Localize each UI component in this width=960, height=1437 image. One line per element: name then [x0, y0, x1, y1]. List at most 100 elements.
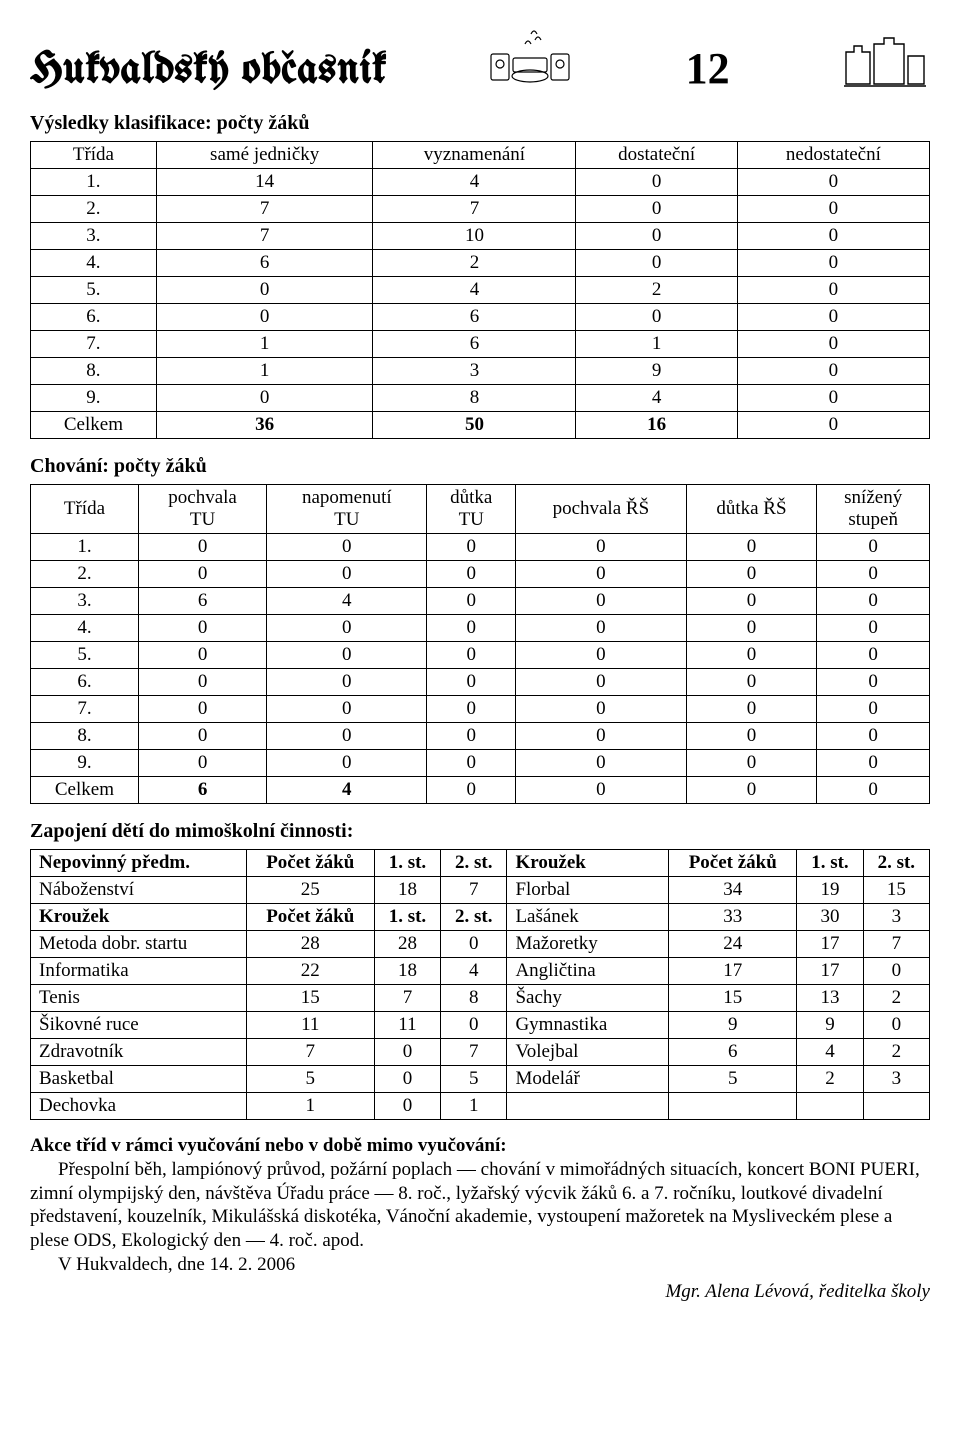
table-cell: 0 [737, 223, 929, 250]
table-cell: 0 [427, 750, 516, 777]
table-cell: 0 [156, 385, 373, 412]
table-cell: Počet žáků [246, 850, 374, 877]
table-cell: 15 [669, 985, 797, 1012]
table-cell: 7 [441, 1039, 507, 1066]
table-cell: 17 [669, 958, 797, 985]
table-cell: Nepovinný předm. [31, 850, 247, 877]
table-cell: 9 [797, 1012, 863, 1039]
table-cell: 30 [797, 904, 863, 931]
table-cell: 15 [863, 877, 929, 904]
table-cell: 7 [373, 196, 576, 223]
section2-title: Chování: počty žáků [30, 455, 930, 478]
table-cell: 0 [686, 588, 817, 615]
table-cell: 0 [737, 277, 929, 304]
paragraph-heading: Akce tříd v rámci vyučování nebo v době … [30, 1135, 507, 1156]
table-cell: 17 [797, 931, 863, 958]
table-cell: 1. [31, 169, 157, 196]
table-cell: 1 [156, 358, 373, 385]
table-cell: 0 [267, 642, 427, 669]
table-cell: 2 [797, 1066, 863, 1093]
table-cell: 0 [427, 561, 516, 588]
table-cell: 0 [686, 669, 817, 696]
col-header: samé jedničky [156, 142, 373, 169]
table-cell: 9. [31, 385, 157, 412]
table-cell: 3 [863, 1066, 929, 1093]
table-cell: 0 [516, 588, 686, 615]
table-cell: 0 [156, 304, 373, 331]
table-cell: 3. [31, 223, 157, 250]
col-header: napomenutíTU [267, 485, 427, 534]
table-cell: 0 [267, 696, 427, 723]
table-cell [863, 1093, 929, 1120]
table-cell: Šachy [507, 985, 669, 1012]
table-cell: 0 [267, 561, 427, 588]
table-cell: 7 [156, 223, 373, 250]
table-cell: 18 [374, 877, 440, 904]
table-cell: 0 [516, 723, 686, 750]
total-cell: 0 [427, 777, 516, 804]
total-cell: 16 [576, 412, 737, 439]
table-cell: 0 [576, 223, 737, 250]
table-cell: 0 [686, 723, 817, 750]
table-cell: 3. [31, 588, 139, 615]
table-cell: Mažoretky [507, 931, 669, 958]
total-cell: 0 [686, 777, 817, 804]
closing-paragraph: Akce tříd v rámci vyučování nebo v době … [30, 1134, 930, 1277]
table-cell: Modelář [507, 1066, 669, 1093]
table-cell: 6 [138, 588, 266, 615]
publication-title: Hukvaldský občasník [30, 48, 387, 94]
table-cell: 33 [669, 904, 797, 931]
col-header: pochvalaTU [138, 485, 266, 534]
col-header: nedostateční [737, 142, 929, 169]
col-header: vyznamenání [373, 142, 576, 169]
table-cell: 1 [576, 331, 737, 358]
table-cell: 1. st. [797, 850, 863, 877]
table-cell: 6. [31, 304, 157, 331]
table-cell: Dechovka [31, 1093, 247, 1120]
table-cell: 1. [31, 534, 139, 561]
table-cell: 0 [686, 561, 817, 588]
table-cell: 0 [138, 750, 266, 777]
table-cell: 8. [31, 723, 139, 750]
table-cell: 1. st. [374, 850, 440, 877]
table-cell: 0 [267, 615, 427, 642]
table-cell: 7 [246, 1039, 374, 1066]
table-cell: Lašánek [507, 904, 669, 931]
table-cell: 6 [373, 304, 576, 331]
table-cell: 9 [669, 1012, 797, 1039]
table-cell: Informatika [31, 958, 247, 985]
classification-table: Třídasamé jedničkyvyznamenánídostatečnín… [30, 141, 930, 439]
table-cell: 0 [817, 696, 930, 723]
table-cell: 2 [863, 1039, 929, 1066]
table-cell: 9 [576, 358, 737, 385]
table-cell: 0 [817, 723, 930, 750]
table-cell: 22 [246, 958, 374, 985]
table-cell: 0 [516, 615, 686, 642]
table-cell: 0 [737, 331, 929, 358]
table-cell: Náboženství [31, 877, 247, 904]
total-cell: 50 [373, 412, 576, 439]
col-header: Třída [31, 485, 139, 534]
table-cell: 6 [373, 331, 576, 358]
total-cell: 4 [267, 777, 427, 804]
table-cell: 3 [863, 904, 929, 931]
table-cell: Počet žáků [669, 850, 797, 877]
col-header: důtka ŘŠ [686, 485, 817, 534]
table-cell: 0 [138, 723, 266, 750]
table-cell: 0 [737, 196, 929, 223]
table-cell: 0 [427, 615, 516, 642]
table-cell: 0 [427, 669, 516, 696]
table-cell: 0 [427, 696, 516, 723]
table-cell: 10 [373, 223, 576, 250]
table-cell: Basketbal [31, 1066, 247, 1093]
table-cell: 4 [576, 385, 737, 412]
table-cell: 1 [441, 1093, 507, 1120]
table-cell: 7 [863, 931, 929, 958]
table-cell: 0 [516, 669, 686, 696]
page-number: 12 [686, 43, 730, 94]
table-cell: 0 [516, 534, 686, 561]
table-cell: 0 [138, 534, 266, 561]
table-cell: 0 [138, 669, 266, 696]
table-cell: 4 [373, 277, 576, 304]
col-header: důtkaTU [427, 485, 516, 534]
